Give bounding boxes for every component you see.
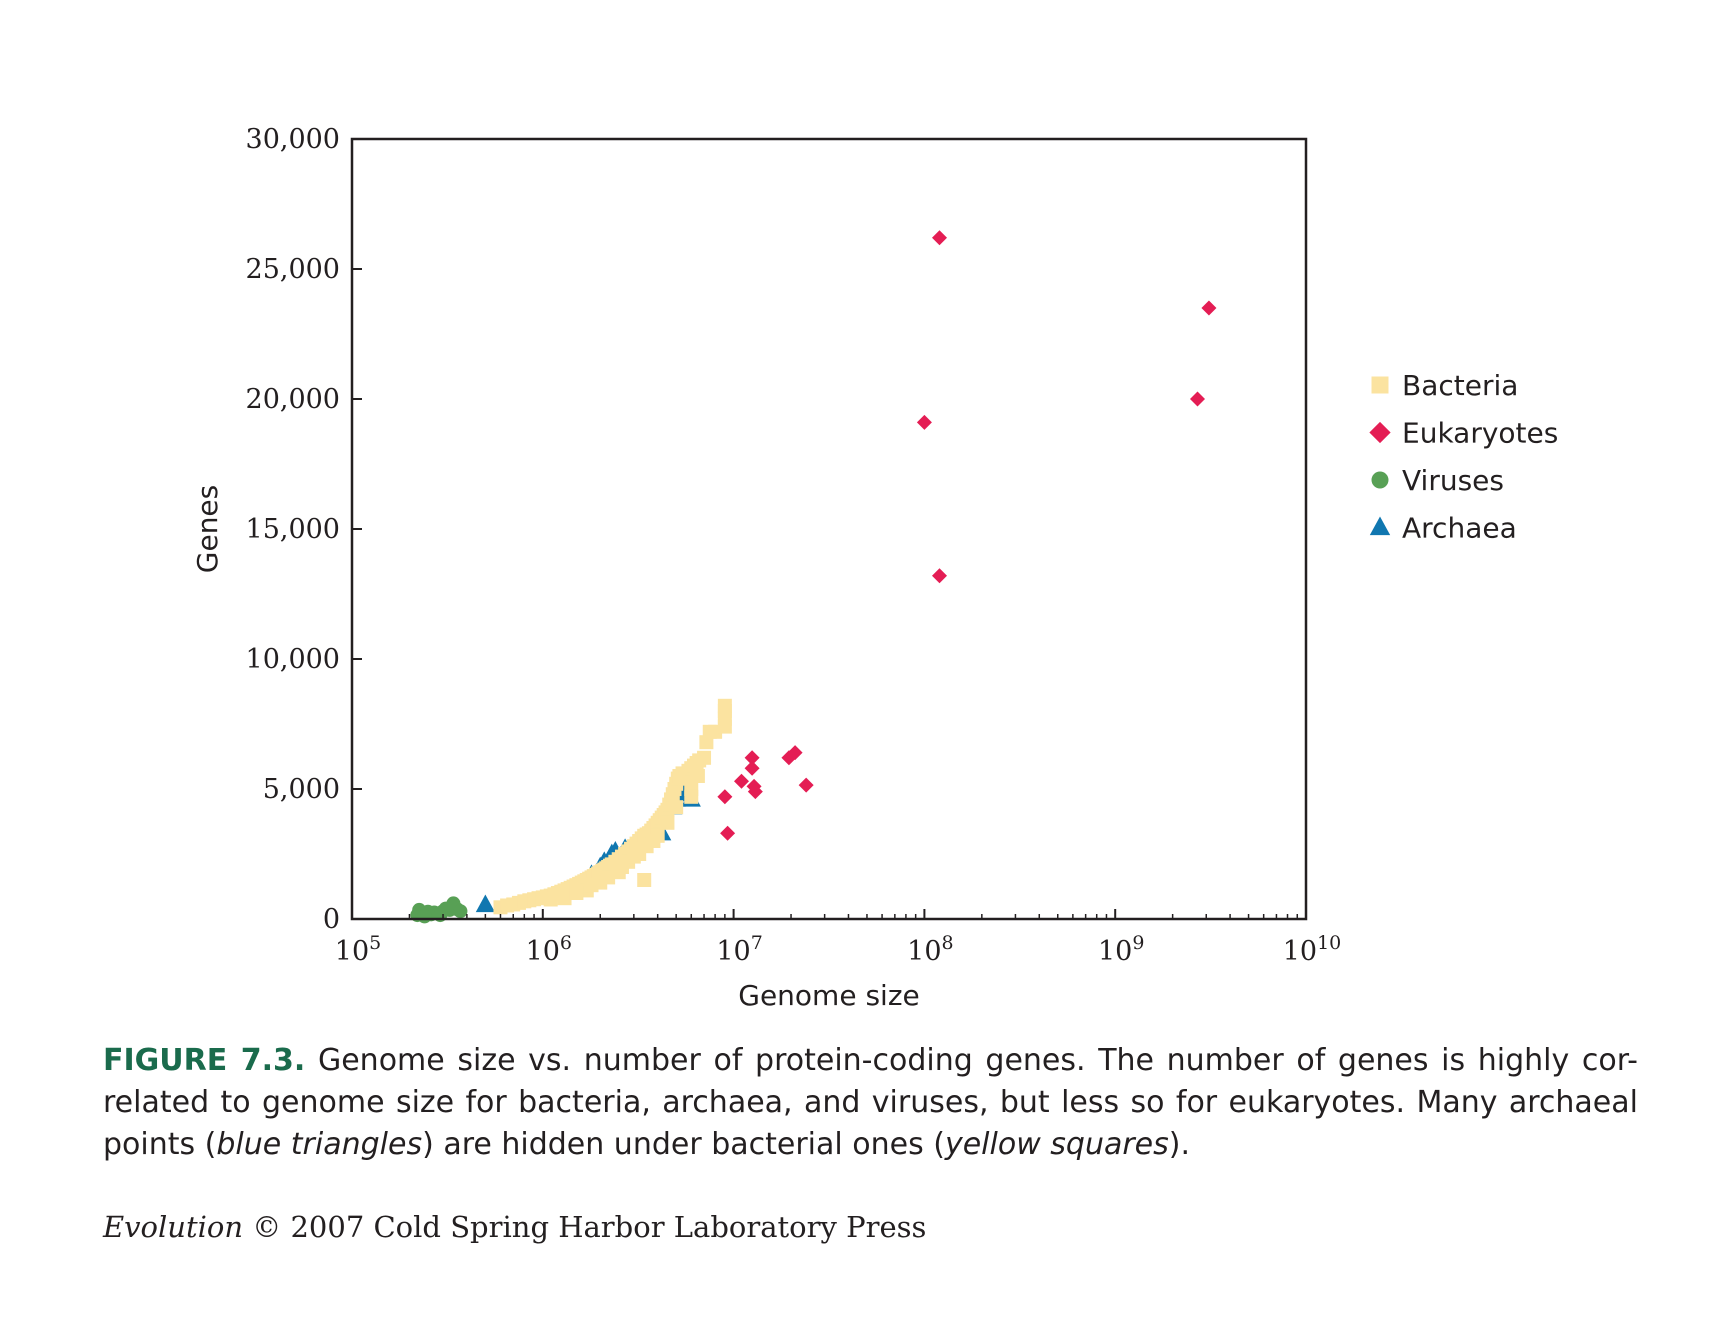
bacteria-point: [601, 870, 616, 885]
eukaryotes-point: [733, 773, 749, 789]
eukaryotes-point: [781, 750, 797, 766]
eukaryotes-legend-marker: [1369, 421, 1391, 444]
series-bacteria: [493, 698, 732, 915]
y-tick-label: 30,000: [246, 124, 340, 155]
x-tick-label: 108: [907, 932, 953, 967]
credit-text: © 2007 Cold Spring Harbor Laboratory Pre…: [243, 1210, 927, 1244]
y-tick-label: 10,000: [246, 644, 340, 675]
legend-label: Eukaryotes: [1402, 417, 1558, 450]
plot-area: [410, 230, 1217, 924]
x-tick-label: 107: [716, 932, 762, 967]
eukaryotes-point: [720, 825, 736, 841]
bacteria-point: [684, 789, 699, 804]
figure-label: FIGURE 7.3.: [103, 1043, 306, 1078]
y-tick-label: 5,000: [263, 774, 340, 805]
legend-label: Viruses: [1402, 464, 1504, 497]
series-eukaryotes: [717, 230, 1217, 841]
legend: Bacteria Eukaryotes Viruses Archaea: [1369, 369, 1558, 545]
y-tick-label: 0: [323, 904, 340, 935]
bacteria-point: [569, 886, 584, 900]
caption-text-1: Genome size vs. number of protein-coding…: [103, 1043, 1638, 1162]
x-tick-label: 1010: [1283, 932, 1342, 967]
eukaryotes-point: [1190, 391, 1206, 407]
eukaryotes-point: [916, 414, 932, 430]
bacteria-point: [660, 815, 675, 830]
eukaryotes-point: [747, 784, 763, 800]
eukaryotes-point: [717, 789, 733, 805]
y-axis-title: Genes: [191, 485, 224, 573]
x-tick-label: 106: [526, 932, 572, 967]
viruses-point: [453, 904, 468, 919]
eukaryotes-point: [932, 230, 948, 246]
bacteria-point: [584, 878, 599, 893]
caption-italic-1: blue triangles: [216, 1127, 423, 1162]
legend-item-bacteria: Bacteria: [1371, 369, 1518, 402]
eukaryotes-point: [744, 760, 760, 776]
plot-frame: [350, 137, 1308, 921]
caption-text-3: ).: [1168, 1127, 1191, 1162]
eukaryotes-point: [744, 750, 760, 766]
archaea-legend-marker: [1369, 516, 1391, 536]
axes: 0 5,000 10,000 15,000 20,000 25,000 30,000 105 1…: [191, 124, 1341, 1012]
legend-item-viruses: Viruses: [1371, 464, 1504, 497]
x-tick-label: 105: [335, 932, 381, 967]
bacteria-point: [717, 698, 732, 713]
y-tick-label: 15,000: [246, 514, 340, 545]
legend-item-archaea: Archaea: [1369, 512, 1517, 545]
x-axis-title: Genome size: [738, 979, 920, 1012]
book-title: Evolution: [103, 1210, 244, 1244]
y-tick-label: 20,000: [246, 384, 340, 415]
caption-italic-2: yellow squares: [944, 1127, 1169, 1162]
copyright-credit: Evolution © 2007 Cold Spring Harbor Labo…: [103, 1210, 926, 1244]
bacteria-point: [690, 769, 705, 783]
y-tick-label: 25,000: [246, 254, 340, 285]
bacteria-point: [632, 847, 647, 861]
eukaryotes-point: [932, 568, 948, 584]
bacteria-point: [646, 834, 661, 848]
archaea-point: [475, 894, 495, 913]
bacteria-legend-marker: [1371, 376, 1389, 394]
viruses-point: [417, 909, 432, 924]
eukaryotes-point: [798, 777, 814, 793]
bacteria-point: [697, 750, 712, 765]
figure-caption: FIGURE 7.3. Genome size vs. number of pr…: [103, 1040, 1638, 1166]
bacteria-point: [669, 800, 684, 815]
legend-item-eukaryotes: Eukaryotes: [1369, 417, 1558, 450]
legend-label: Archaea: [1402, 512, 1517, 545]
viruses-legend-marker: [1371, 471, 1389, 489]
bacteria-point: [557, 891, 572, 906]
caption-text-2: ) are hidden under bacterial ones (: [422, 1127, 945, 1162]
bacteria-point: [614, 860, 629, 874]
eukaryotes-point: [1201, 300, 1217, 316]
legend-label: Bacteria: [1402, 369, 1518, 402]
x-tick-label: 109: [1098, 932, 1144, 967]
bacteria-point: [637, 873, 652, 887]
bacteria-point: [543, 892, 558, 907]
